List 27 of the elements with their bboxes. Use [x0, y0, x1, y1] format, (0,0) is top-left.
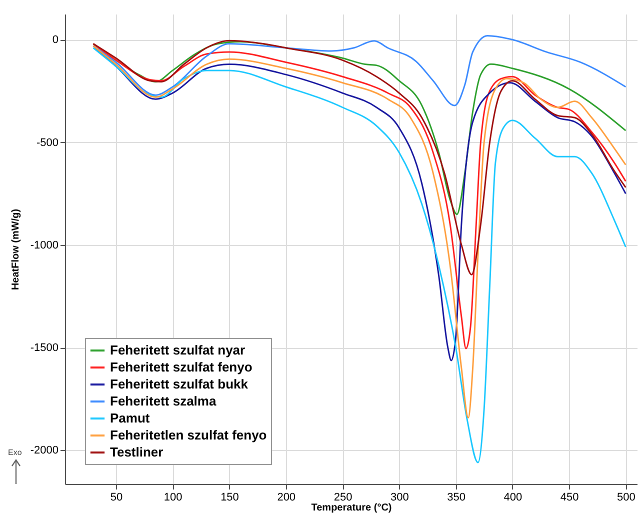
x-axis-title: Temperature (°C): [311, 502, 392, 514]
line-series: [92, 35, 626, 106]
legend-label: Feheritett szulfat bukk: [110, 376, 249, 392]
legend-label: Feheritett szalma: [110, 394, 217, 408]
x-tick-label: 350: [447, 492, 466, 504]
x-tick-label: 300: [390, 492, 409, 504]
x-tick-label: 400: [504, 492, 522, 504]
legend-label: Feheritetlen szulfat fenyo: [110, 428, 267, 442]
y-axis-title: HeatFlow (mW/g): [10, 208, 22, 290]
text: Exo: [8, 448, 22, 457]
y-tick-label: -1500: [30, 342, 58, 354]
legend-label: Testliner: [110, 444, 164, 460]
x-tick-label: 500: [616, 492, 636, 504]
x-tick-label: 100: [164, 492, 182, 504]
y-tick-label: -2000: [30, 444, 58, 457]
y-tick-label: -1000: [30, 239, 58, 252]
legend-label: Feheritett szulfat nyar: [110, 342, 246, 358]
legend-label: Pamut: [110, 410, 150, 426]
x-tick-label: 250: [334, 492, 352, 504]
x-tick-label: 50: [110, 492, 123, 504]
line-series: [92, 40, 626, 276]
legend-label: Feheritett szulfat fenyo: [110, 360, 252, 374]
y-tick-label: -500: [36, 136, 58, 149]
y-tick-label: 0: [52, 34, 58, 46]
x-tick-label: 200: [277, 492, 296, 504]
x-tick-label: 450: [560, 492, 579, 504]
x-tick-label: 150: [220, 492, 239, 504]
